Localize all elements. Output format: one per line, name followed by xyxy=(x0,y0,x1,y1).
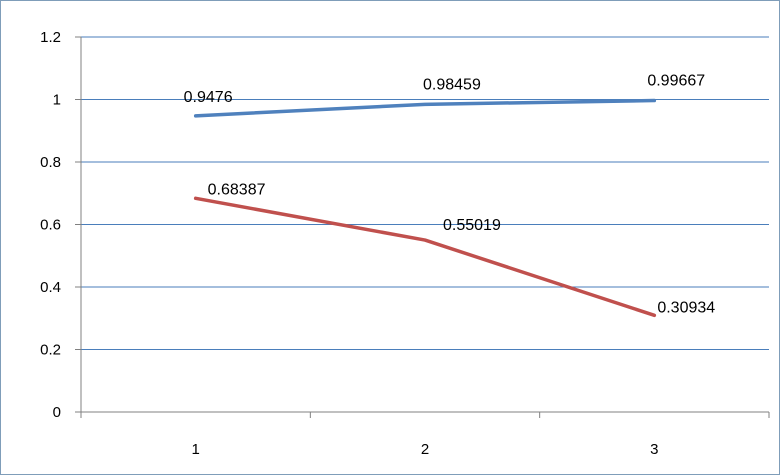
y-tick-label: 0.8 xyxy=(40,154,61,171)
data-label: 0.30934 xyxy=(657,299,715,316)
data-label: 0.68387 xyxy=(208,181,266,198)
series-line-2 xyxy=(193,196,657,318)
y-tick-label: 0.4 xyxy=(40,279,61,296)
y-tick-label: 0 xyxy=(53,404,61,421)
data-label: 0.9476 xyxy=(184,89,233,106)
x-tick-label: 3 xyxy=(650,441,658,458)
x-tick-label: 1 xyxy=(191,441,199,458)
y-tick-label: 1 xyxy=(53,92,61,109)
y-tick-label: 1.2 xyxy=(40,29,61,46)
data-label: 0.99667 xyxy=(647,73,705,90)
series-line-1 xyxy=(193,98,657,118)
data-label: 0.55019 xyxy=(443,217,501,234)
data-label: 0.98459 xyxy=(423,76,481,93)
y-tick-label: 0.2 xyxy=(40,342,61,359)
x-tick-label: 2 xyxy=(421,441,429,458)
y-tick-label: 0.6 xyxy=(40,217,61,234)
